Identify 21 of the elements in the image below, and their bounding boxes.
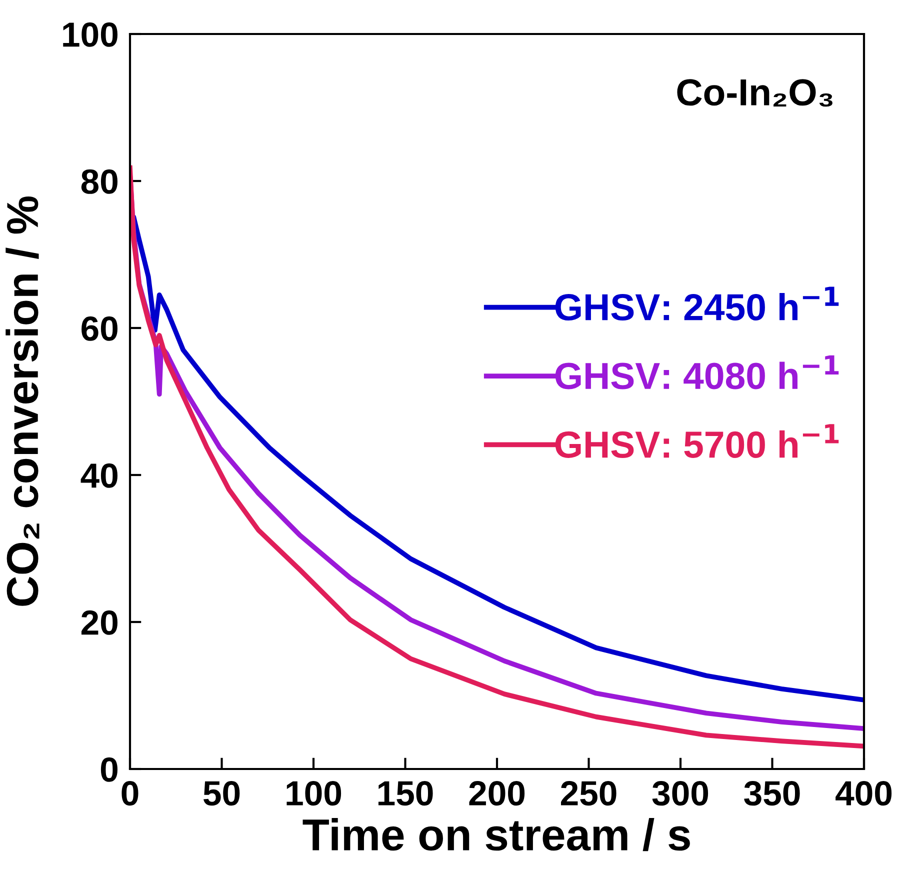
x-tick-label: 350 (744, 781, 800, 806)
y-tick-label: 20 (81, 610, 118, 635)
x-tick-label: 400 (836, 781, 892, 806)
x-tick-label: 250 (560, 781, 616, 806)
y-tick-label: 40 (80, 463, 118, 488)
x-tick-label: 300 (652, 781, 708, 806)
y-tick-label: 80 (81, 169, 118, 194)
x-tick-label: 0 (122, 781, 138, 806)
legend-label: GHSV: 2450 h$^{−1}$ (555, 286, 839, 321)
y-tick-label: 100 (63, 22, 118, 47)
y-tick-label: 60 (82, 316, 118, 341)
x-axis-title: Time on stream / s (302, 818, 690, 852)
x-tick-label: 100 (286, 781, 342, 806)
y-tick-label: 0 (100, 757, 118, 782)
x-tick-label: 50 (204, 781, 240, 806)
x-tick-label: 150 (378, 781, 433, 806)
annotation: Co-In₂O₃ (677, 79, 832, 107)
y-axis-title: CO₂ conversion / % (6, 196, 40, 606)
x-tick-label: 200 (469, 781, 525, 806)
legend-label: GHSV: 4080 h$^{−1}$ (555, 355, 839, 390)
legend-label: GHSV: 5700 h$^{−1}$ (555, 424, 839, 458)
